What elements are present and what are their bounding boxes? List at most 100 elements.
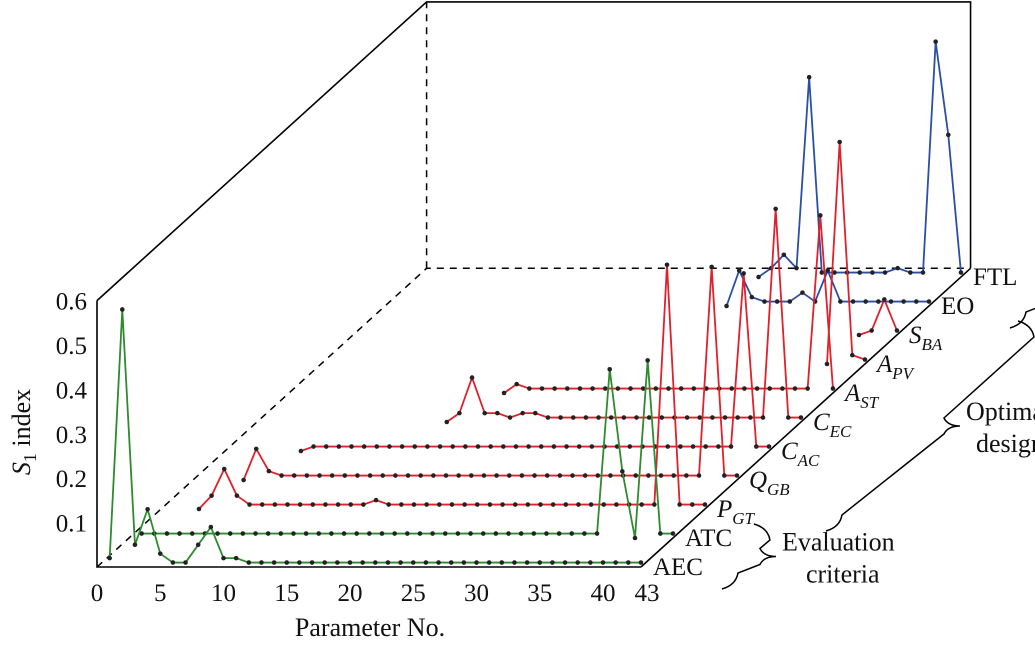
data-point — [805, 386, 810, 391]
data-point — [876, 299, 881, 304]
data-point — [480, 531, 486, 536]
y-axis-title-sub: 1 — [20, 453, 40, 462]
data-point — [627, 444, 633, 449]
data-point — [215, 531, 220, 536]
data-point — [437, 444, 443, 449]
data-point — [303, 531, 309, 536]
data-point — [323, 444, 329, 449]
x-tick-label: 40 — [591, 580, 616, 607]
data-point — [601, 502, 607, 507]
series-line — [758, 40, 962, 278]
data-point — [621, 415, 627, 420]
data-point — [569, 531, 575, 536]
data-point — [646, 473, 651, 478]
data-point — [588, 560, 593, 565]
row-label-main: AEC — [653, 554, 703, 581]
data-point — [614, 502, 619, 507]
data-point — [335, 560, 340, 565]
data-point — [653, 386, 659, 391]
data-point — [792, 386, 798, 391]
data-point — [501, 444, 506, 449]
data-point — [189, 531, 195, 536]
data-point — [633, 473, 639, 478]
data-point — [830, 386, 836, 391]
data-point — [487, 502, 493, 507]
row-label-sub: ST — [860, 393, 880, 412]
data-point — [208, 524, 214, 530]
data-point — [518, 531, 524, 536]
data-point — [583, 415, 589, 420]
data-point — [380, 473, 386, 478]
data-point — [857, 270, 863, 275]
y-tick-label: 0.3 — [56, 422, 87, 449]
data-point — [825, 268, 831, 273]
data-point — [850, 352, 855, 358]
data-point — [284, 560, 290, 565]
data-point — [348, 502, 354, 507]
data-point — [888, 299, 894, 304]
right-floor-edge — [640, 267, 972, 568]
data-point — [678, 386, 684, 391]
row-label-main: FTL — [973, 264, 1017, 291]
data-point — [728, 444, 734, 449]
row-label-main: C — [813, 409, 830, 436]
data-point — [425, 444, 430, 449]
back-wall-frame — [96, 1, 972, 302]
data-point — [488, 444, 493, 449]
data-point — [736, 268, 742, 273]
data-point — [443, 473, 449, 478]
data-point — [766, 444, 772, 449]
data-point — [780, 386, 785, 391]
data-point — [506, 531, 511, 536]
data-point — [703, 444, 708, 449]
data-point — [588, 502, 594, 507]
row-label-ATC: ATC — [685, 525, 732, 552]
data-point — [329, 473, 335, 478]
row-label-A_PV: APV — [875, 351, 916, 383]
data-point — [278, 531, 284, 536]
row-label-main: C — [781, 438, 798, 465]
data-point — [526, 444, 531, 449]
data-point — [709, 264, 714, 270]
data-point — [716, 444, 721, 449]
data-point — [552, 386, 557, 391]
data-point — [794, 265, 799, 271]
data-point — [933, 39, 938, 44]
data-point — [247, 502, 252, 507]
data-point — [107, 555, 112, 561]
data-point — [335, 502, 341, 507]
data-point — [787, 299, 793, 304]
data-point — [399, 502, 404, 507]
group-brace — [721, 523, 776, 590]
series-FTL — [756, 39, 964, 280]
data-point — [367, 473, 373, 478]
data-point — [379, 531, 385, 536]
data-point — [120, 307, 125, 312]
x-tick-label: 10 — [211, 580, 236, 607]
data-point — [444, 419, 450, 425]
data-point — [626, 560, 631, 565]
data-point — [393, 473, 398, 478]
x-tick-label: 30 — [464, 580, 489, 607]
data-point — [531, 531, 537, 536]
data-point — [501, 390, 507, 396]
row-label-main: A — [875, 351, 893, 378]
data-point — [532, 473, 537, 478]
data-point — [436, 560, 441, 565]
group-label: Optimal — [966, 397, 1035, 426]
data-point — [632, 535, 638, 541]
data-point — [538, 444, 544, 449]
data-point — [735, 415, 740, 420]
row-label-sub: EC — [829, 422, 852, 441]
data-point — [664, 262, 670, 268]
data-point — [882, 270, 888, 275]
data-point — [838, 299, 843, 304]
series-S_BA — [856, 297, 900, 338]
data-point — [361, 502, 366, 507]
data-point — [493, 531, 499, 536]
data-point — [298, 448, 304, 454]
data-point — [576, 502, 581, 507]
data-point — [448, 560, 454, 565]
y-axis-title-rest: index — [7, 389, 36, 453]
